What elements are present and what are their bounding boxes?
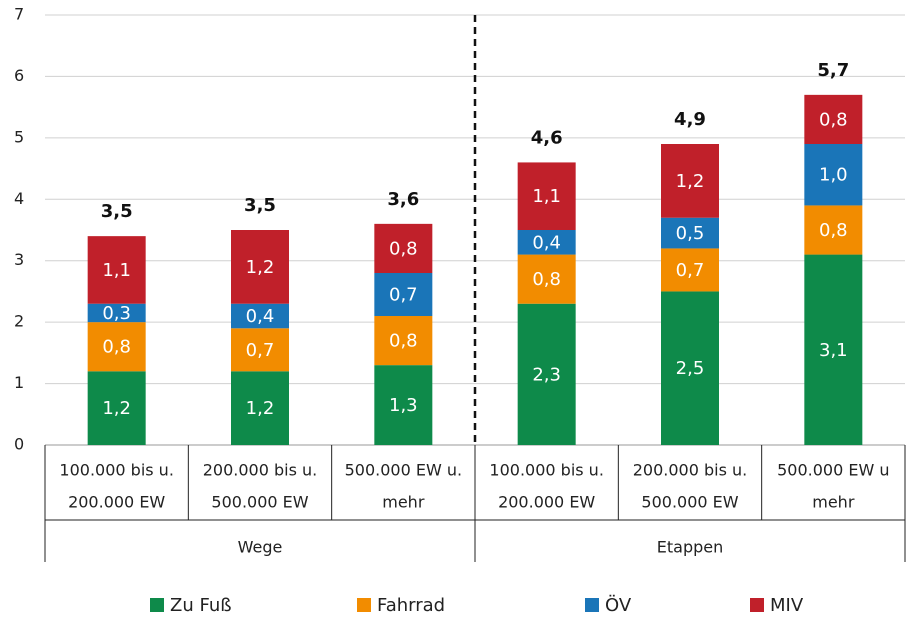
x-tick-label: 500.000 EW <box>641 493 738 512</box>
bar-segment <box>374 365 433 445</box>
segment-label: 0,8 <box>389 331 418 352</box>
segment-label: 0,8 <box>389 238 418 259</box>
total-label: 5,7 <box>817 60 849 81</box>
segment-label: 1,2 <box>246 398 275 419</box>
y-tick-label: 4 <box>14 189 24 208</box>
x-tick-label: mehr <box>382 493 425 512</box>
bar-segment <box>87 371 146 445</box>
bar-segment <box>661 291 719 445</box>
bar-segment <box>804 254 863 445</box>
x-tick-label: 500.000 EW u <box>777 461 889 480</box>
total-label: 4,6 <box>531 127 563 148</box>
segment-label: 1,3 <box>389 395 418 416</box>
x-tick-label: 500.000 EW <box>211 493 308 512</box>
total-label: 3,5 <box>244 195 276 216</box>
x-tick-label: 200.000 bis u. <box>633 461 748 480</box>
x-tick-label: 100.000 bis u. <box>489 461 604 480</box>
total-label: 4,9 <box>674 109 706 130</box>
bar-segment <box>804 94 863 144</box>
bar-segment <box>87 303 146 323</box>
segment-label: 1,1 <box>102 260 131 281</box>
x-tick-label: 200.000 EW <box>68 493 165 512</box>
bar-segment <box>231 371 289 445</box>
bar-segment <box>517 254 576 304</box>
bar-segment <box>517 162 576 230</box>
y-tick-label: 1 <box>14 373 24 392</box>
y-tick-label: 5 <box>14 127 24 146</box>
y-tick-label: 0 <box>14 435 24 454</box>
bar-segment <box>374 316 433 366</box>
bar-segment <box>661 144 719 218</box>
segment-label: 2,5 <box>676 358 705 379</box>
segment-label: 0,7 <box>676 260 705 281</box>
bar-segment <box>231 230 289 304</box>
bar-segment <box>87 322 146 372</box>
bar-segment <box>661 217 719 249</box>
legend-swatch <box>585 598 599 612</box>
legend-label: ÖV <box>605 594 632 616</box>
total-label: 3,6 <box>387 189 419 210</box>
y-tick-label: 3 <box>14 250 24 269</box>
segment-label: 0,8 <box>102 337 131 358</box>
bar-segment <box>231 303 289 329</box>
legend-label: MIV <box>770 595 804 616</box>
segment-label: 0,7 <box>389 285 418 306</box>
segment-label: 0,8 <box>532 269 561 290</box>
legend-label: Zu Fuß <box>170 595 232 616</box>
x-tick-label: mehr <box>812 493 855 512</box>
segment-label: 0,5 <box>676 223 705 244</box>
y-tick-label: 7 <box>14 5 24 24</box>
legend-swatch <box>150 598 164 612</box>
x-tick-label: 200.000 bis u. <box>203 461 318 480</box>
bar-segment <box>374 273 433 316</box>
segment-label: 0,7 <box>246 340 275 361</box>
total-label: 3,5 <box>101 201 133 222</box>
bar-segment <box>517 230 576 255</box>
segment-label: 1,1 <box>532 186 561 207</box>
group-label: Wege <box>238 538 283 557</box>
bar-segment <box>804 144 863 206</box>
segment-label: 1,0 <box>819 165 848 186</box>
segment-label: 1,2 <box>246 257 275 278</box>
bar-segment <box>374 223 433 273</box>
segment-label: 1,2 <box>102 398 131 419</box>
legend-swatch <box>750 598 764 612</box>
bar-segment <box>804 205 863 255</box>
bar-segment <box>87 236 146 304</box>
bar-segment <box>517 303 576 445</box>
bar-segment <box>231 328 289 372</box>
x-tick-label: 500.000 EW u. <box>345 461 463 480</box>
x-tick-label: 100.000 bis u. <box>59 461 174 480</box>
segment-label: 0,4 <box>246 306 275 327</box>
group-label: Etappen <box>657 538 723 557</box>
y-tick-label: 2 <box>14 312 24 331</box>
segment-label: 1,2 <box>676 171 705 192</box>
segment-label: 0,3 <box>102 303 131 324</box>
segment-label: 0,8 <box>819 220 848 241</box>
legend-label: Fahrrad <box>377 595 445 616</box>
bar-segment <box>661 248 719 292</box>
segment-label: 2,3 <box>532 364 561 385</box>
y-tick-label: 6 <box>14 66 24 85</box>
legend-swatch <box>357 598 371 612</box>
segment-label: 0,4 <box>532 232 561 253</box>
segment-label: 3,1 <box>819 340 848 361</box>
segment-label: 0,8 <box>819 109 848 130</box>
x-tick-label: 200.000 EW <box>498 493 595 512</box>
